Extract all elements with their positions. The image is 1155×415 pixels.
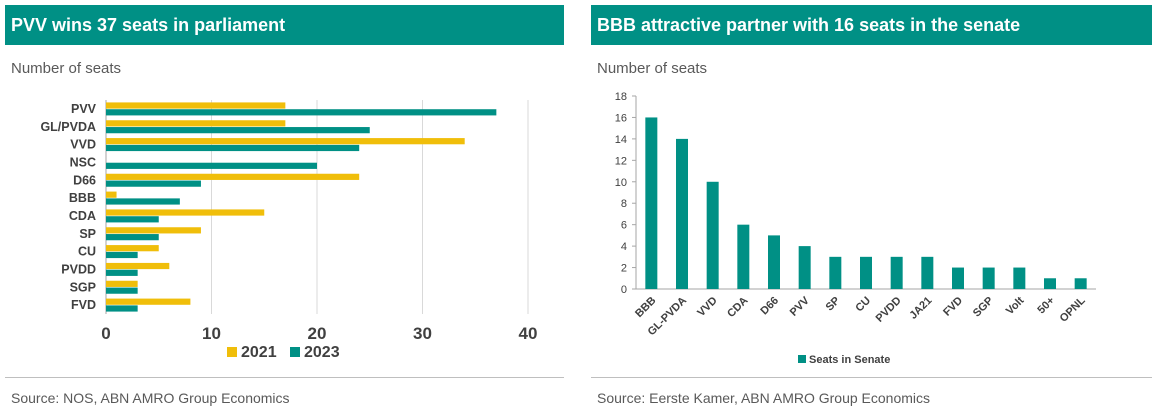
bar-2023-d66 (106, 180, 201, 187)
legend-swatch-2021 (227, 347, 237, 357)
category-label-nsc: NSC (70, 155, 96, 169)
bar-2023-gl-pvda (106, 127, 370, 134)
bar-senate-fvd (952, 267, 964, 289)
bar-2021-cu (106, 245, 159, 252)
x-tick-label: 40 (519, 324, 538, 343)
bar-2023-cu (106, 251, 138, 259)
legend-label-2023: 2023 (304, 344, 340, 361)
bar-2023-sp (106, 234, 159, 241)
bar-2023-pvv (106, 109, 497, 116)
legend-label-senate: Seats in Senate (809, 354, 890, 366)
bar-senate-cda (737, 224, 750, 289)
x-tick-label: 0 (101, 324, 110, 343)
category-label-sgp: SGP (971, 295, 996, 320)
y-tick-label: 6 (621, 220, 627, 232)
category-label-d66: D66 (73, 173, 96, 187)
parliament-y-unit-label: Number of seats (11, 60, 122, 77)
category-label-fvd: FVD (941, 295, 965, 319)
category-label-gl-pvda: GL/PVDA (40, 120, 96, 134)
category-label-d66: D66 (758, 295, 781, 318)
category-label-volt: Volt (1004, 294, 1027, 317)
category-label-cu: CU (853, 295, 873, 315)
category-label-sp: SP (824, 295, 843, 314)
bar-senate-50 (1044, 278, 1056, 289)
y-tick-label: 12 (615, 155, 627, 167)
senate-divider (591, 377, 1152, 378)
bar-2023-bbb (106, 198, 180, 205)
bar-senate-d66 (768, 235, 780, 289)
bar-senate-pvv (798, 246, 811, 289)
bar-2023-pvdd (106, 269, 138, 276)
category-label-cda: CDA (69, 209, 96, 223)
category-label-pvdd: PVDD (874, 295, 904, 325)
category-label-bbb: BBB (69, 191, 96, 205)
y-tick-label: 2 (621, 263, 627, 275)
category-label-sgp: SGP (70, 280, 96, 294)
y-tick-label: 10 (615, 177, 627, 189)
bar-2021-fvd (106, 298, 191, 305)
x-tick-label: 30 (413, 324, 432, 343)
bar-2023-nsc (106, 162, 317, 169)
bar-senate-gl-pvda (676, 138, 688, 289)
bar-senate-ja21 (921, 256, 934, 289)
bar-2021-sgp (106, 280, 138, 287)
bar-2021-pvv (106, 102, 286, 109)
bar-2023-fvd (106, 305, 138, 312)
category-label-pvdd: PVDD (61, 262, 96, 276)
y-tick-label: 14 (615, 134, 627, 146)
y-tick-label: 18 (615, 91, 627, 103)
senate-chart-title: BBB attractive partner with 16 seats in … (597, 15, 1021, 35)
bar-senate-bbb (645, 117, 658, 289)
bar-senate-sp (829, 256, 842, 289)
bar-2021-vvd (106, 138, 465, 145)
legend-swatch-2023 (290, 347, 300, 357)
senate-y-unit-label: Number of seats (597, 60, 708, 77)
bar-senate-volt (1013, 267, 1026, 289)
parliament-panel: PVV wins 37 seats in parliament Number o… (5, 5, 564, 410)
bar-2021-gl-pvda (106, 120, 286, 127)
category-label-bbb: BBB (633, 295, 658, 320)
parliament-chart-title: PVV wins 37 seats in parliament (11, 15, 286, 35)
bar-senate-vvd (706, 181, 719, 289)
bar-2021-pvdd (106, 262, 170, 270)
y-tick-label: 16 (615, 112, 627, 124)
bar-2023-cda (106, 216, 159, 223)
category-label-ja21: JA21 (907, 295, 934, 322)
category-label-50: 50+ (1035, 295, 1057, 317)
bar-senate-opnl (1074, 278, 1087, 289)
y-tick-label: 4 (621, 241, 627, 253)
category-label-fvd: FVD (71, 298, 96, 312)
parliament-divider (5, 377, 564, 378)
senate-source-note: Source: Eerste Kamer, ABN AMRO Group Eco… (597, 390, 931, 406)
x-tick-label: 10 (202, 324, 221, 343)
bar-2023-vvd (106, 144, 360, 152)
senate-panel: BBB attractive partner with 16 seats in … (591, 5, 1152, 410)
bar-2021-bbb (106, 191, 117, 198)
bar-2021-sp (106, 227, 201, 234)
category-label-vvd: VVD (70, 138, 96, 152)
x-tick-label: 20 (308, 324, 327, 343)
category-label-vvd: VVD (695, 295, 720, 320)
senate-title-bar: BBB attractive partner with 16 seats in … (591, 5, 1152, 45)
bar-2021-cda (106, 209, 265, 216)
category-label-opnl: OPNL (1058, 294, 1088, 324)
category-label-cda: CDA (725, 295, 750, 320)
legend-swatch-senate (798, 355, 806, 363)
parliament-bar-chart: 0 10 20 30 40 PVV GL/PVDA VVD NSC D66 BBB CDA SP CU PV… (40, 100, 538, 361)
category-label-pvv: PVV (788, 294, 813, 319)
category-label-sp: SP (79, 227, 96, 241)
parliament-source-note: Source: NOS, ABN AMRO Group Economics (11, 390, 290, 406)
y-tick-label: 8 (621, 198, 627, 210)
bar-2021-d66 (106, 173, 360, 180)
y-tick-label: 0 (621, 284, 627, 296)
category-label-cu: CU (78, 245, 96, 259)
bar-2023-sgp (106, 287, 138, 294)
bar-senate-cu (860, 256, 872, 289)
legend-label-2021: 2021 (241, 344, 277, 361)
parliament-title-bar: PVV wins 37 seats in parliament (5, 5, 564, 45)
bar-senate-pvdd (890, 256, 903, 289)
bar-senate-sgp (982, 267, 995, 289)
category-label-pvv: PVV (71, 102, 97, 116)
